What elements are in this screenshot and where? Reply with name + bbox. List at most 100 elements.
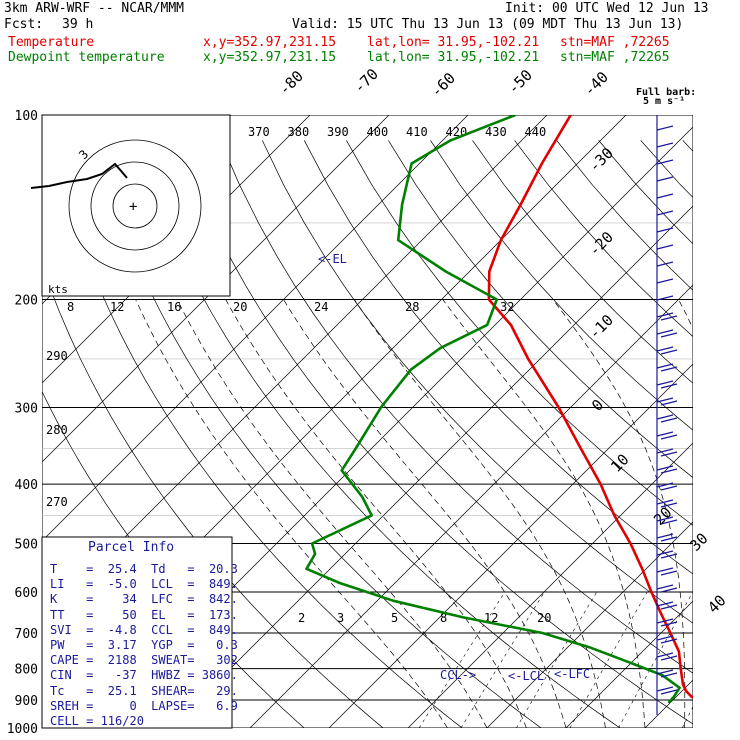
temperature-profile (487, 115, 693, 699)
theta-label-440: 440 (525, 125, 547, 139)
wind-barb-flag (656, 125, 674, 131)
wind-barb (656, 397, 678, 406)
wind-barb (656, 346, 678, 355)
hodograph-trace (30, 162, 128, 189)
dewpoint-profile (305, 115, 681, 704)
wind-barb (656, 312, 678, 321)
wind-barb-flag (656, 652, 674, 658)
wind-barb-flag-2 (660, 400, 678, 406)
wind-barb-flag-2 (660, 349, 678, 355)
hodo-origin: + (129, 199, 137, 215)
hodo-ring-1 (90, 161, 180, 251)
wind-barb-flag (656, 414, 674, 420)
pressure-label-900: 900 (15, 694, 38, 709)
theta-label-380: 380 (288, 125, 310, 139)
dry-adiabat-400 (598, 140, 693, 245)
wind-barb (656, 261, 674, 267)
wind-barb-flag (656, 295, 674, 301)
theta-label-400: 400 (367, 125, 389, 139)
theta-label-lower-280: 280 (46, 423, 68, 437)
pressure-label-200: 200 (15, 294, 38, 309)
mixing-label-12: 12 (110, 300, 124, 314)
latlon-coordinate: lat,lon= 31.95,-102.21 (367, 35, 540, 50)
wind-barb-flag (656, 533, 674, 539)
isotherm--80 (42, 115, 469, 542)
el-marker: <-EL (318, 252, 347, 266)
wind-barb-flag-2 (660, 383, 678, 389)
wind-barb-flag (656, 363, 674, 369)
wind-barb-flag (656, 686, 674, 692)
wind-barb (656, 125, 674, 131)
pressure-label-1000: 1000 (7, 722, 38, 737)
wind-barb-flag (656, 210, 674, 216)
mixing-label-8: 8 (67, 300, 74, 314)
wind-barb-flag-2 (660, 366, 678, 372)
dry-adiabat-350 (388, 140, 693, 479)
pressure-label-700: 700 (15, 627, 38, 642)
isotherm-0 (486, 521, 693, 728)
isotherm-label-0: 0 (588, 396, 607, 415)
wind-barb-flag (656, 584, 674, 590)
wind-barb (656, 278, 674, 284)
hodograph-frame (41, 114, 231, 297)
wind-barb (656, 652, 678, 661)
wind-barb-flag-2 (660, 434, 678, 440)
parcel-row: SVI = -4.8 CCL = 849. (50, 622, 238, 637)
wind-barb-flag-2 (660, 485, 678, 491)
ccl-marker: CCL-> (440, 668, 476, 682)
wind-barb (656, 431, 678, 440)
init-time: Init: 00 UTC Wed 12 Jun 13 (505, 1, 709, 16)
wind-barb-flag (656, 516, 674, 522)
wind-barb-flag-2 (660, 655, 678, 661)
wind-barb-flag (656, 482, 674, 488)
wind-barb (656, 584, 678, 593)
moist-adiabat-20 (442, 299, 646, 728)
theta-label-430: 430 (485, 125, 507, 139)
wind-barb-flag (656, 448, 674, 454)
wind-barb (656, 618, 678, 627)
wind-barb-flag-2 (660, 315, 678, 321)
wind-barb (656, 533, 678, 542)
wind-barb-flag (656, 329, 674, 335)
dry-adiabat-420 (682, 140, 693, 152)
wind-barb (656, 193, 674, 199)
wind-barb (656, 227, 674, 233)
mixing-label-bottom-20: 20 (537, 611, 551, 625)
parcel-row: CELL = 116/20 (50, 714, 144, 729)
wind-barb-flag-2 (660, 570, 678, 576)
wind-barb-flag (656, 193, 674, 199)
isotherm--30 (249, 284, 693, 728)
parcel-row: PW = 3.17 YGP = 0.3 (50, 638, 238, 653)
isotherm-label-10: 10 (607, 450, 633, 476)
parcel-box (41, 536, 233, 729)
wind-barb-flag (656, 346, 674, 352)
forecast-hour: 39 h (62, 17, 94, 32)
dry-adiabat-390 (556, 140, 693, 291)
wind-barb (656, 635, 678, 644)
wind-barb-flag (656, 159, 674, 165)
parcel-row: Tc = 25.1 SHEAR= 29. (50, 683, 238, 698)
mixing-label-24: 24 (314, 300, 328, 314)
mixing-label-bottom-3: 3 (337, 611, 344, 625)
pressure-label-100: 100 (15, 109, 38, 124)
dry-adiabat-340 (346, 140, 693, 526)
mixing-label-28: 28 (405, 300, 419, 314)
isotherm-label--80: -80 (275, 67, 307, 99)
wind-barb-flag-2 (660, 621, 678, 627)
wind-barb (656, 601, 678, 610)
dry-adiabat-310 (219, 140, 693, 674)
isotherm--20 (328, 363, 693, 728)
wind-barb-flag (656, 176, 674, 182)
pressure-label-600: 600 (15, 586, 38, 601)
parcel-row: SREH = 0 LAPSE= 6.9 (50, 698, 238, 713)
barb-legend-units: 5 m s⁻¹ (643, 96, 685, 107)
isotherm-label--40: -40 (580, 68, 612, 100)
theta-label-390: 390 (327, 125, 349, 139)
isotherm--40 (170, 205, 693, 728)
mixing-label-bottom-8: 8 (440, 611, 447, 625)
wind-barb-flag-2 (660, 502, 678, 508)
wind-barb-flag (656, 635, 674, 641)
temperature-legend: Temperature (8, 35, 95, 50)
isotherm-30 (724, 115, 740, 728)
isotherm-label--70: -70 (350, 65, 382, 97)
